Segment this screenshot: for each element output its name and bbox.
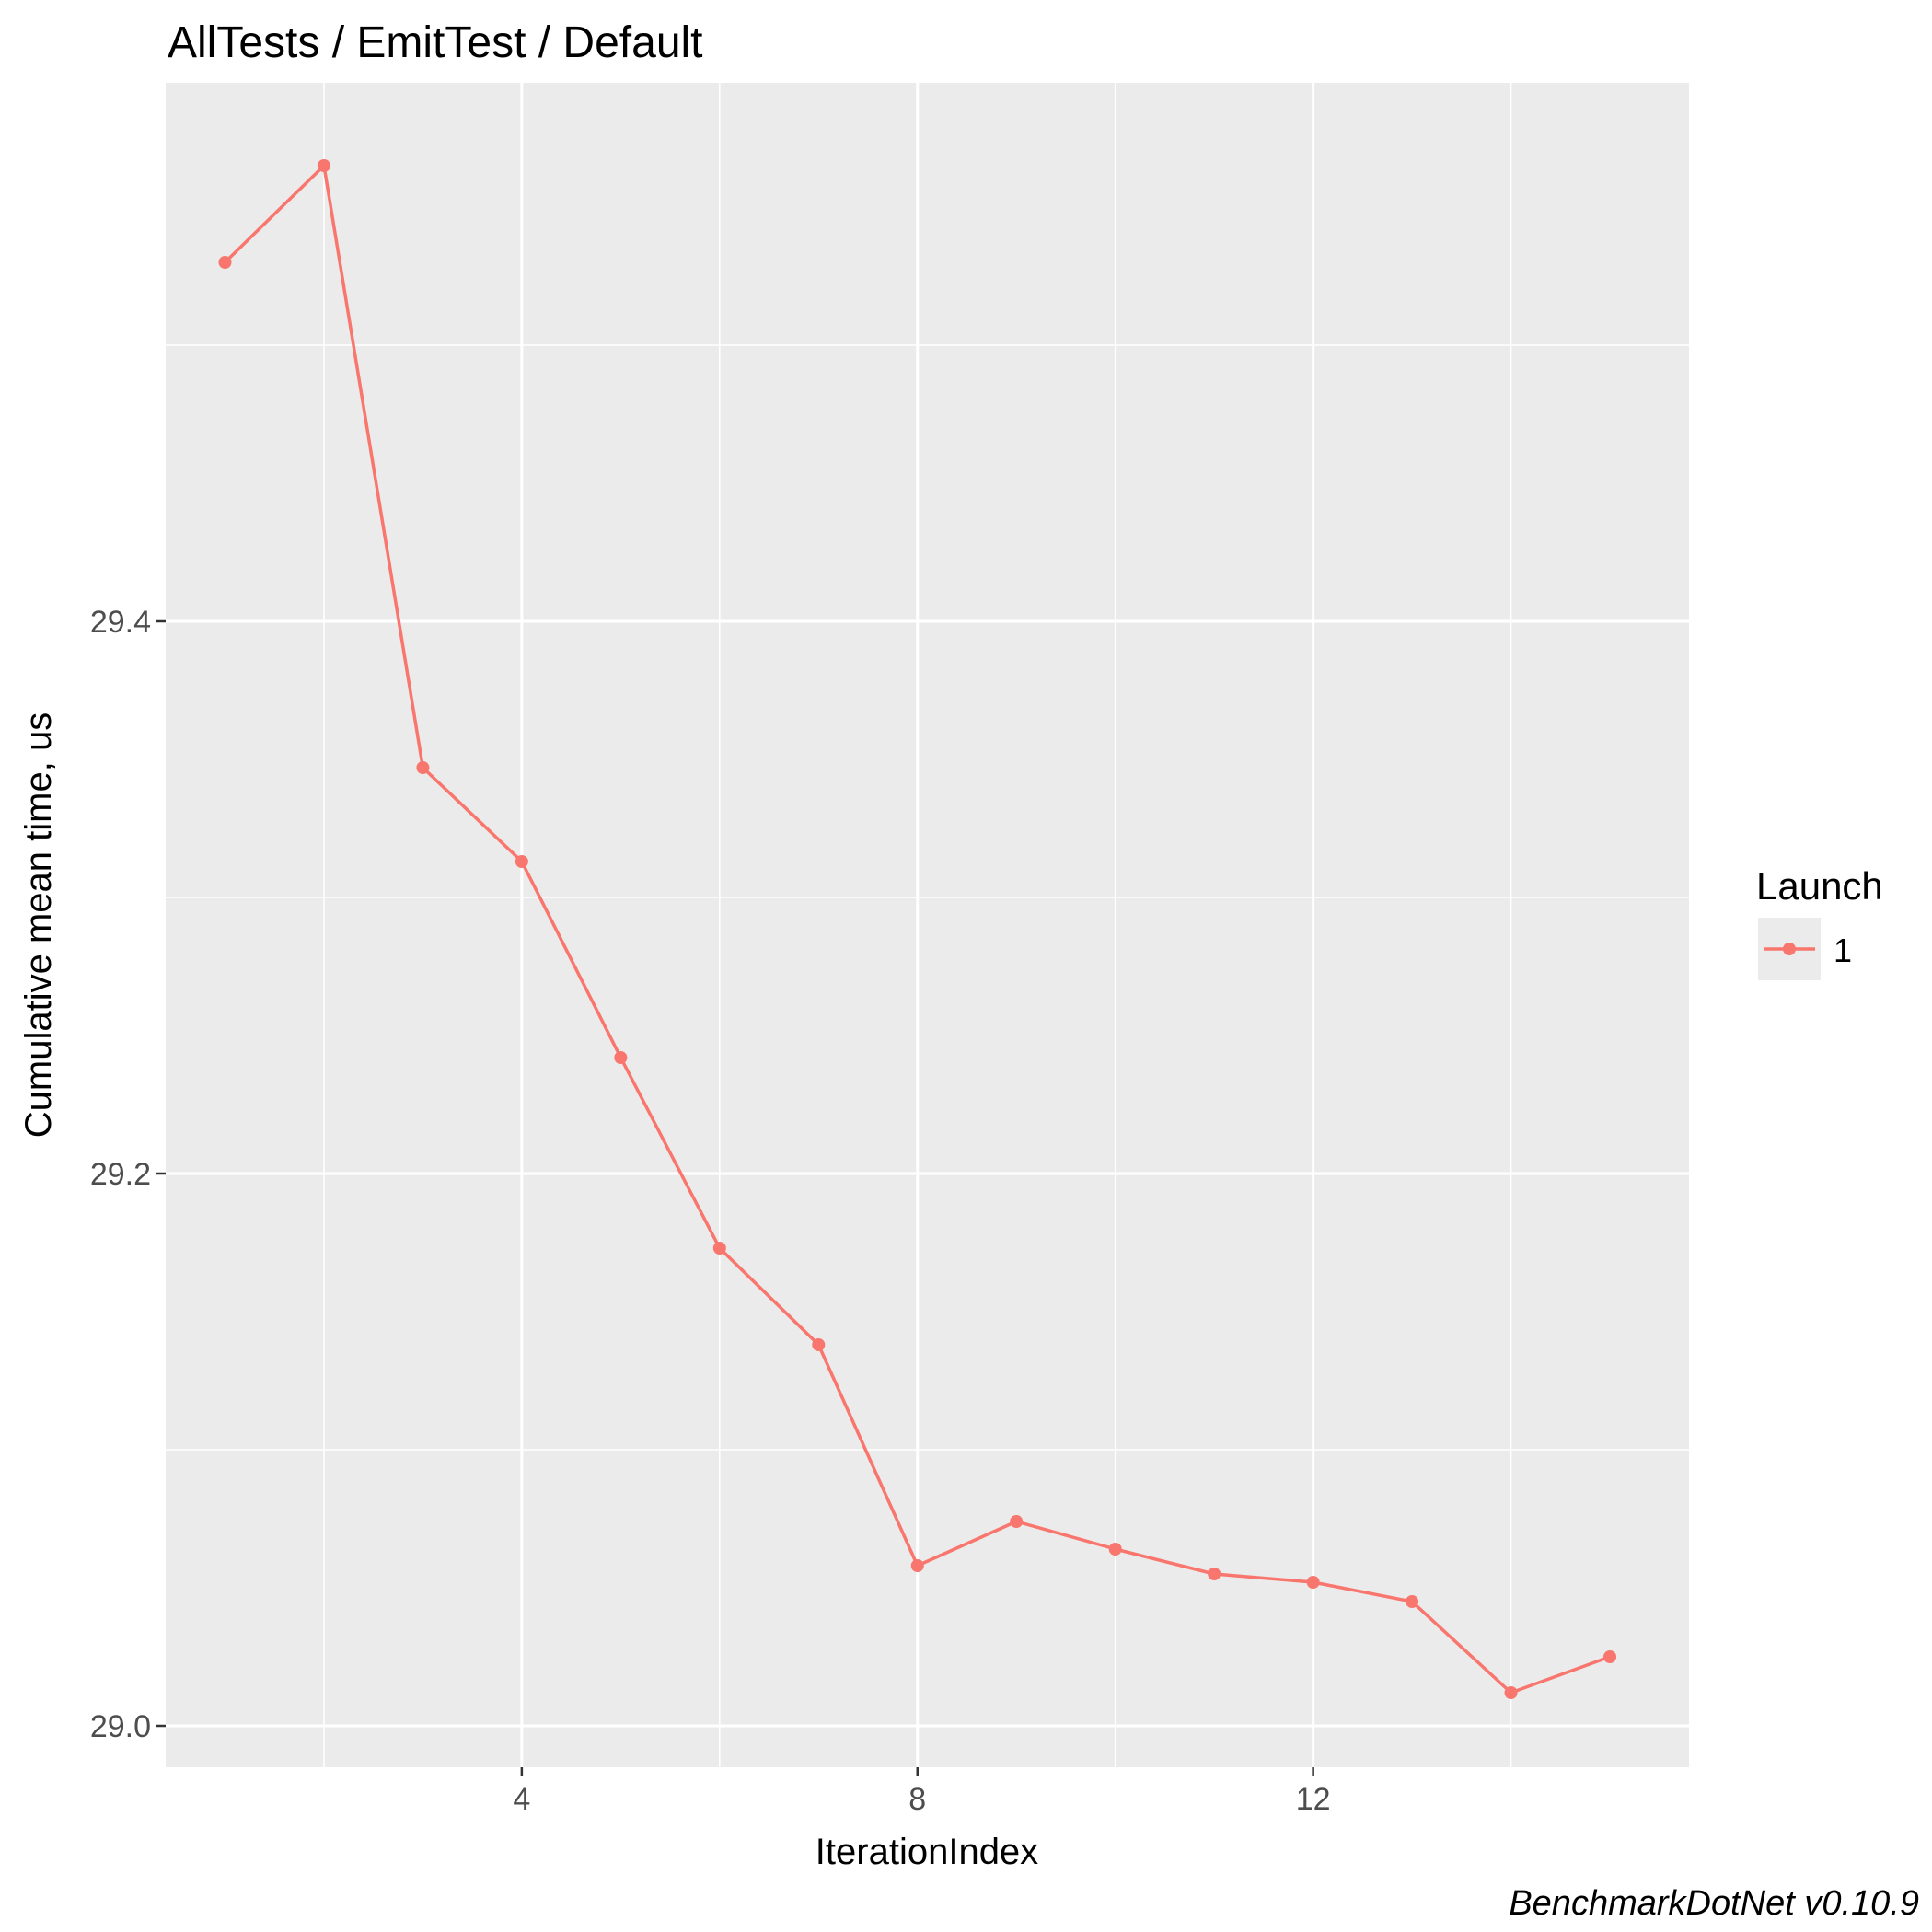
data-point [1208,1568,1221,1580]
data-point [1108,1543,1122,1556]
minor-gridlines [166,83,1689,1767]
data-point [1504,1686,1518,1699]
y-tick-label: 29.0 [90,1709,151,1744]
data-point [515,855,528,868]
legend: Launch 1 [1756,864,1883,980]
caption: BenchmarkDotNet v0.10.9 [1509,1884,1919,1923]
series-layer [218,159,1617,1699]
data-point [910,1559,924,1572]
y-tick-label: 29.4 [90,605,151,640]
y-tick-label: 29.2 [90,1157,151,1192]
plot-panel [166,83,1689,1767]
data-point [614,1051,628,1064]
data-point [1010,1515,1024,1528]
major-gridlines [166,83,1689,1767]
legend-title: Launch [1756,864,1883,908]
x-tick-label: 4 [513,1782,530,1817]
x-axis-label: IterationIndex [816,1832,1038,1872]
chart-title: AllTests / EmitTest / Default [168,18,703,67]
data-point [712,1242,726,1255]
axis-ticks: 4 8 12 29.0 29.2 29.4 [90,605,1331,1817]
legend-key-point [1783,943,1796,955]
data-point [1406,1595,1419,1608]
x-tick-label: 12 [1296,1782,1331,1817]
data-point [1306,1576,1320,1589]
data-point [416,761,430,774]
x-tick-label: 8 [908,1782,926,1817]
data-point [218,256,232,269]
y-axis-label: Cumulative mean time, us [18,712,59,1138]
legend-entry-label: 1 [1834,931,1852,969]
data-point [812,1338,826,1351]
data-point [317,159,330,172]
data-point [1603,1650,1617,1663]
